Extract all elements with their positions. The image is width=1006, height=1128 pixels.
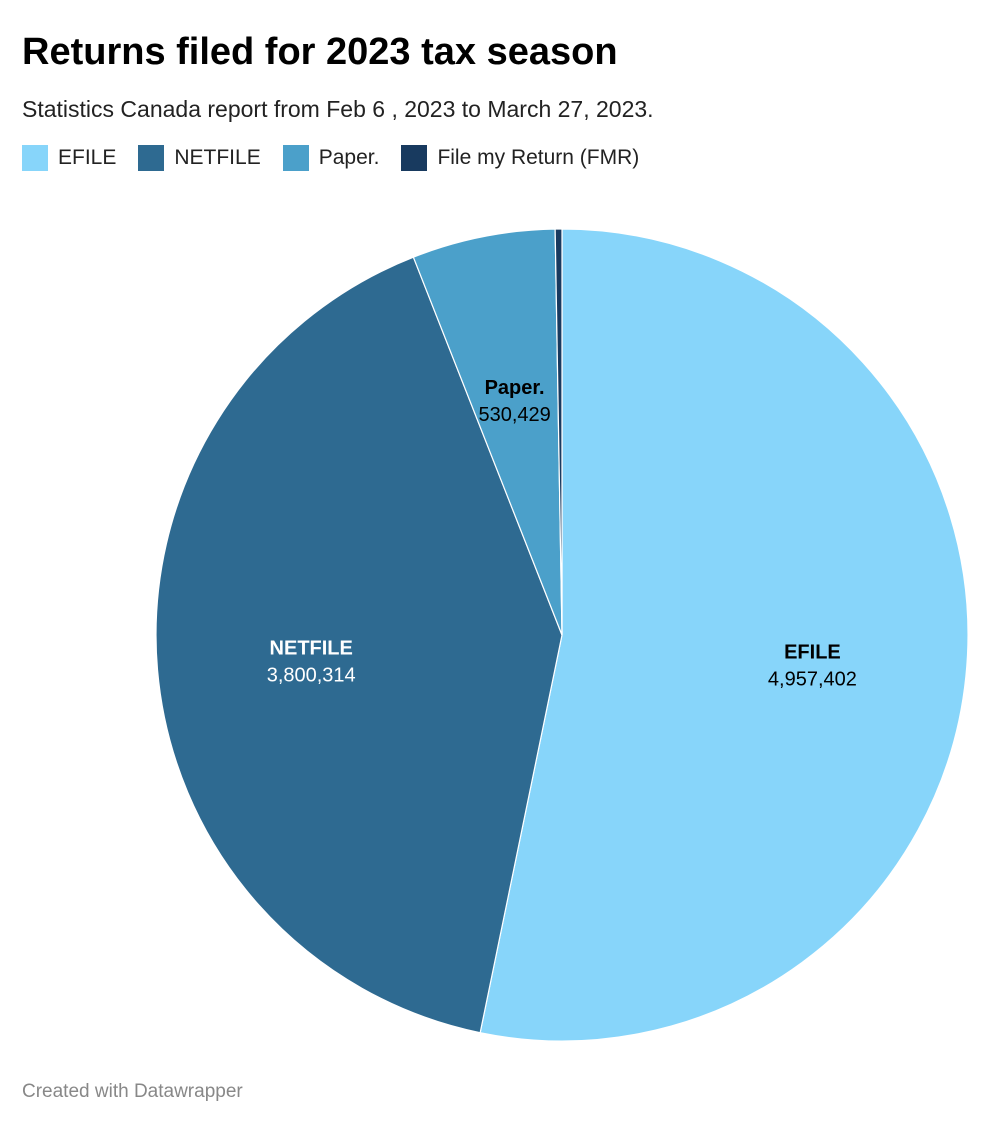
pie-slice-0 [479, 228, 969, 1042]
legend-label: EFILE [58, 146, 117, 169]
footer-credit: Created with Datawrapper [22, 1081, 243, 1102]
slice-label: NETFILE [270, 638, 353, 660]
slice-value: 4,957,402 [768, 669, 857, 691]
pie-slice-1 [155, 256, 563, 1034]
legend: EFILE NETFILE Paper. File my Return (FMR… [22, 144, 661, 172]
legend-item-netfile: NETFILE [138, 144, 261, 172]
legend-swatch [22, 145, 48, 171]
slice-label: Paper. [485, 377, 545, 399]
pie-slice-2 [412, 228, 563, 636]
legend-swatch [138, 145, 165, 171]
legend-label: Paper. [318, 146, 380, 169]
legend-item-paper: Paper. [282, 144, 380, 172]
chart-title: Returns filed for 2023 tax season [22, 31, 618, 73]
legend-label: NETFILE [174, 146, 261, 169]
slice-value: 3,800,314 [267, 665, 356, 687]
slice-label: EFILE [784, 642, 841, 664]
pie-slice-3 [554, 228, 563, 636]
legend-swatch [282, 145, 309, 171]
slice-value: 530,429 [478, 404, 550, 426]
legend-swatch [401, 145, 428, 171]
legend-item-efile: EFILE [22, 144, 116, 172]
legend-label: File my Return (FMR) [437, 146, 640, 169]
legend-item-fmr: File my Return (FMR) [401, 144, 639, 172]
chart-subtitle: Statistics Canada report from Feb 6 , 20… [22, 96, 654, 122]
